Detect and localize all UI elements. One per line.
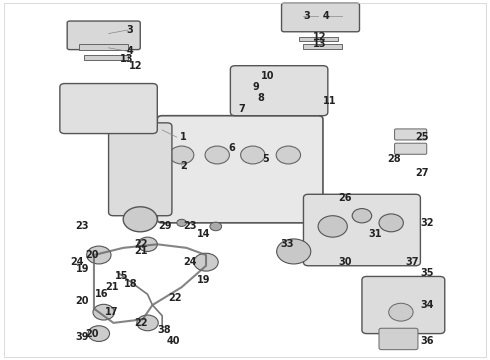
Text: 22: 22	[134, 318, 147, 328]
Text: 13: 13	[313, 39, 327, 49]
Text: 27: 27	[416, 168, 429, 178]
Text: 12: 12	[313, 32, 327, 42]
Circle shape	[137, 315, 158, 331]
Text: 21: 21	[134, 247, 147, 256]
Circle shape	[194, 253, 218, 271]
Text: 30: 30	[339, 257, 352, 267]
Circle shape	[88, 326, 110, 342]
Text: 21: 21	[105, 282, 118, 292]
Text: 18: 18	[124, 279, 138, 289]
Text: 37: 37	[406, 257, 419, 267]
Circle shape	[241, 146, 265, 164]
Bar	[298, 37, 338, 41]
Text: 20: 20	[75, 296, 89, 306]
Circle shape	[318, 216, 347, 237]
Circle shape	[210, 222, 221, 231]
Text: 32: 32	[420, 218, 434, 228]
FancyBboxPatch shape	[109, 123, 172, 216]
Text: 23: 23	[75, 221, 89, 231]
Text: 17: 17	[105, 307, 118, 317]
Circle shape	[170, 146, 194, 164]
Text: 24: 24	[71, 257, 84, 267]
FancyBboxPatch shape	[282, 3, 360, 32]
Text: 22: 22	[168, 293, 182, 303]
Circle shape	[379, 214, 403, 232]
Text: 36: 36	[420, 336, 434, 346]
Text: 16: 16	[95, 289, 109, 299]
Text: 3: 3	[126, 25, 133, 35]
Bar	[79, 44, 128, 50]
FancyBboxPatch shape	[60, 84, 157, 134]
Text: 13: 13	[120, 54, 133, 64]
Text: 19: 19	[75, 264, 89, 274]
Text: 34: 34	[420, 300, 434, 310]
FancyBboxPatch shape	[394, 129, 427, 140]
FancyBboxPatch shape	[394, 143, 427, 154]
Text: 38: 38	[157, 325, 171, 335]
Text: 20: 20	[85, 329, 99, 339]
Text: 31: 31	[368, 229, 381, 239]
Text: 39: 39	[75, 332, 89, 342]
Circle shape	[87, 246, 111, 264]
Text: 22: 22	[134, 239, 147, 249]
Text: 10: 10	[261, 71, 274, 81]
Circle shape	[177, 219, 187, 226]
Text: 9: 9	[253, 82, 260, 92]
Text: 11: 11	[323, 96, 337, 107]
Circle shape	[205, 146, 229, 164]
Text: 40: 40	[167, 336, 180, 346]
Circle shape	[138, 237, 157, 251]
Circle shape	[93, 304, 115, 320]
Text: 12: 12	[129, 61, 143, 71]
Text: 4: 4	[126, 46, 133, 57]
Text: 6: 6	[228, 143, 235, 153]
FancyBboxPatch shape	[303, 194, 420, 266]
Circle shape	[276, 146, 300, 164]
Text: 5: 5	[263, 154, 270, 163]
Text: 7: 7	[238, 104, 245, 113]
Bar	[303, 44, 343, 49]
Text: 14: 14	[197, 229, 211, 239]
Text: 24: 24	[183, 257, 196, 267]
Text: 28: 28	[387, 154, 401, 163]
Circle shape	[277, 239, 311, 264]
Text: 4: 4	[323, 11, 330, 21]
Text: 19: 19	[197, 275, 211, 285]
Circle shape	[389, 303, 413, 321]
FancyBboxPatch shape	[230, 66, 328, 116]
Circle shape	[123, 207, 157, 232]
Text: 3: 3	[303, 11, 310, 21]
Text: 25: 25	[416, 132, 429, 142]
Text: 23: 23	[183, 221, 196, 231]
Text: 29: 29	[158, 221, 172, 231]
Text: 15: 15	[115, 271, 128, 282]
FancyBboxPatch shape	[379, 328, 418, 350]
Text: 8: 8	[258, 93, 265, 103]
Text: 26: 26	[339, 193, 352, 203]
FancyBboxPatch shape	[362, 276, 445, 334]
Text: 35: 35	[420, 268, 434, 278]
FancyBboxPatch shape	[67, 21, 140, 50]
Circle shape	[352, 208, 372, 223]
FancyBboxPatch shape	[157, 116, 323, 223]
Bar	[84, 55, 128, 60]
Text: 1: 1	[180, 132, 187, 142]
Text: 2: 2	[180, 161, 187, 171]
Text: 33: 33	[280, 239, 294, 249]
Text: 20: 20	[85, 250, 99, 260]
